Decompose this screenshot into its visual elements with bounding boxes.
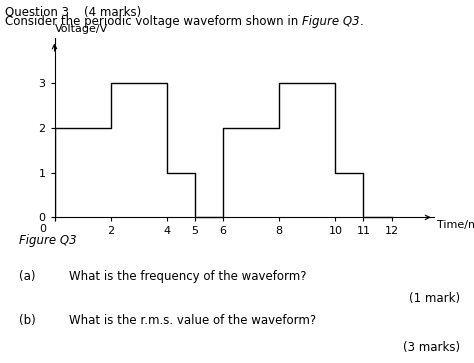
Text: Figure Q3: Figure Q3	[302, 15, 359, 28]
Text: (b): (b)	[19, 314, 36, 327]
Text: 0: 0	[39, 224, 46, 234]
Text: .: .	[359, 15, 363, 28]
Text: Consider the periodic voltage waveform shown in: Consider the periodic voltage waveform s…	[5, 15, 302, 28]
Text: What is the r.m.s. value of the waveform?: What is the r.m.s. value of the waveform…	[69, 314, 316, 327]
Text: (1 mark): (1 mark)	[409, 292, 460, 305]
Text: (a): (a)	[19, 270, 36, 284]
Text: Voltage/V: Voltage/V	[55, 24, 108, 34]
Text: Time/ms: Time/ms	[437, 220, 474, 230]
Text: What is the frequency of the waveform?: What is the frequency of the waveform?	[69, 270, 306, 284]
Text: Figure Q3: Figure Q3	[19, 234, 77, 247]
Text: (3 marks): (3 marks)	[402, 341, 460, 354]
Text: Question 3    (4 marks): Question 3 (4 marks)	[5, 5, 141, 19]
